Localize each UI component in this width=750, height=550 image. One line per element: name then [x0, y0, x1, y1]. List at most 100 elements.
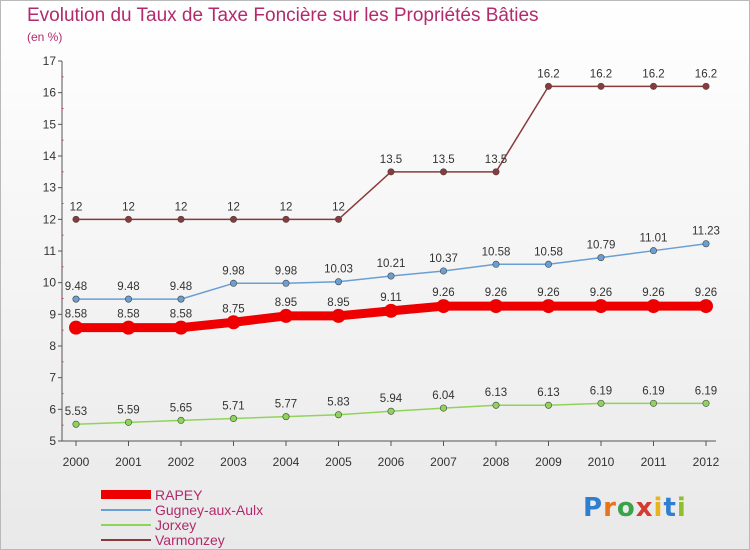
data-point: [492, 401, 500, 409]
proxiti-logo: Proxiti: [583, 493, 687, 523]
data-label: 13.5: [485, 154, 507, 166]
y-tick-label: 6: [49, 402, 56, 416]
data-point: [177, 416, 185, 424]
data-label: 9.48: [65, 281, 87, 293]
legend-item: Jorxey: [101, 516, 263, 533]
y-tick-label: 17: [43, 54, 57, 68]
axes: 5 6 7 8 9 10 11 12 13 14 15 16 17 2000 2001 2002 2003 200…: [43, 54, 720, 469]
data-point: [282, 215, 290, 223]
data-point: [230, 279, 238, 287]
data-point: [436, 299, 451, 314]
data-label: 12: [227, 201, 240, 213]
data-label: 10.79: [587, 240, 616, 252]
data-label: 9.26: [537, 287, 559, 299]
legend-label: Jorxey: [155, 516, 197, 533]
data-label: 9.48: [170, 281, 192, 293]
data-point: [125, 215, 133, 223]
data-label: 8.95: [327, 297, 349, 309]
data-label: 10.21: [377, 258, 406, 270]
data-point: [387, 407, 395, 415]
data-label: 12: [332, 201, 345, 213]
logo-letter: o: [616, 493, 636, 523]
data-point: [69, 320, 83, 335]
data-label: 5.77: [275, 399, 297, 411]
data-label: 9.98: [222, 265, 244, 277]
data-label: 5.71: [222, 401, 244, 413]
data-point: [72, 420, 80, 428]
x-tick-label: 2001: [115, 455, 142, 469]
data-point: [646, 299, 661, 314]
series-varmonzey: 12 12 12 12 12 12 13.5 13.5 13.5 16.2 16.2 16.2 16.2: [70, 68, 717, 223]
x-tick-label: 2005: [325, 455, 352, 469]
x-tick-label: 2011: [641, 455, 667, 469]
data-point: [597, 254, 605, 262]
data-point: [177, 215, 185, 223]
x-tick-label: 2010: [588, 455, 615, 469]
data-point: [125, 418, 133, 426]
data-point: [279, 308, 293, 323]
data-point: [699, 299, 713, 314]
data-label: 6.19: [695, 385, 717, 397]
data-label: 10.03: [324, 264, 353, 276]
data-point: [597, 82, 605, 90]
series-layer: 12 12 12 12 12 12 13.5 13.5 13.5 16.2 16.2 16.2 16.2…: [65, 68, 720, 428]
x-tick-label: 2012: [693, 455, 720, 469]
data-label: 12: [122, 201, 135, 213]
legend-item: RAPEY: [101, 486, 263, 503]
data-label: 11.01: [640, 233, 668, 245]
data-point: [177, 295, 185, 303]
legend-label: Gugney-aux-Aulx: [155, 501, 264, 518]
data-label: 13.5: [432, 154, 454, 166]
x-tick-label: 2006: [378, 455, 405, 469]
data-label: 9.26: [432, 287, 454, 299]
data-label: 10.58: [534, 246, 563, 258]
legend-swatch: [101, 538, 151, 541]
data-label: 16.2: [590, 68, 612, 80]
data-label: 6.13: [537, 387, 559, 399]
data-label: 8.58: [170, 309, 192, 321]
data-point: [334, 278, 342, 286]
y-tick-label: 7: [49, 371, 56, 385]
data-label: 5.59: [117, 404, 139, 416]
data-point: [72, 295, 80, 303]
data-label: 16.2: [642, 68, 664, 80]
legend-label: Varmonzey: [155, 531, 225, 548]
data-point: [125, 295, 133, 303]
data-point: [544, 401, 552, 409]
data-label: 12: [70, 201, 83, 213]
data-point: [649, 247, 657, 255]
data-point: [492, 260, 500, 268]
data-label: 12: [175, 201, 188, 213]
data-label: 8.58: [65, 309, 87, 321]
data-point: [334, 215, 342, 223]
data-point: [334, 411, 342, 419]
legend-label: RAPEY: [155, 486, 203, 503]
y-tick-label: 8: [49, 339, 56, 353]
data-label: 8.75: [222, 303, 244, 315]
data-point: [121, 320, 136, 335]
data-label: 5.65: [170, 402, 192, 414]
y-tick-label: 16: [43, 86, 57, 100]
chart-title: Evolution du Taux de Taxe Foncière sur l…: [27, 5, 539, 26]
legend-swatch: [101, 508, 151, 511]
data-label: 6.19: [590, 385, 612, 397]
data-point: [226, 315, 241, 330]
data-label: 5.83: [327, 397, 349, 409]
data-point: [387, 168, 395, 176]
data-label: 13.5: [380, 154, 402, 166]
y-tick-label: 9: [49, 307, 56, 321]
data-label: 16.2: [537, 68, 559, 80]
legend-swatch: [101, 523, 151, 526]
legend-swatch: [101, 490, 151, 499]
data-point: [702, 82, 710, 90]
data-point: [492, 168, 500, 176]
legend-item: Gugney-aux-Aulx: [101, 501, 264, 518]
data-point: [230, 415, 238, 423]
data-label: 9.26: [590, 287, 612, 299]
data-label: 6.13: [485, 387, 507, 399]
y-tick-label: 15: [43, 117, 57, 131]
series-jorxey: 5.53 5.59 5.65 5.71 5.77 5.83 5.94 6.04 6.13 6.13…: [65, 385, 717, 428]
x-tick-label: 2009: [535, 455, 562, 469]
data-label: 6.04: [432, 390, 455, 402]
